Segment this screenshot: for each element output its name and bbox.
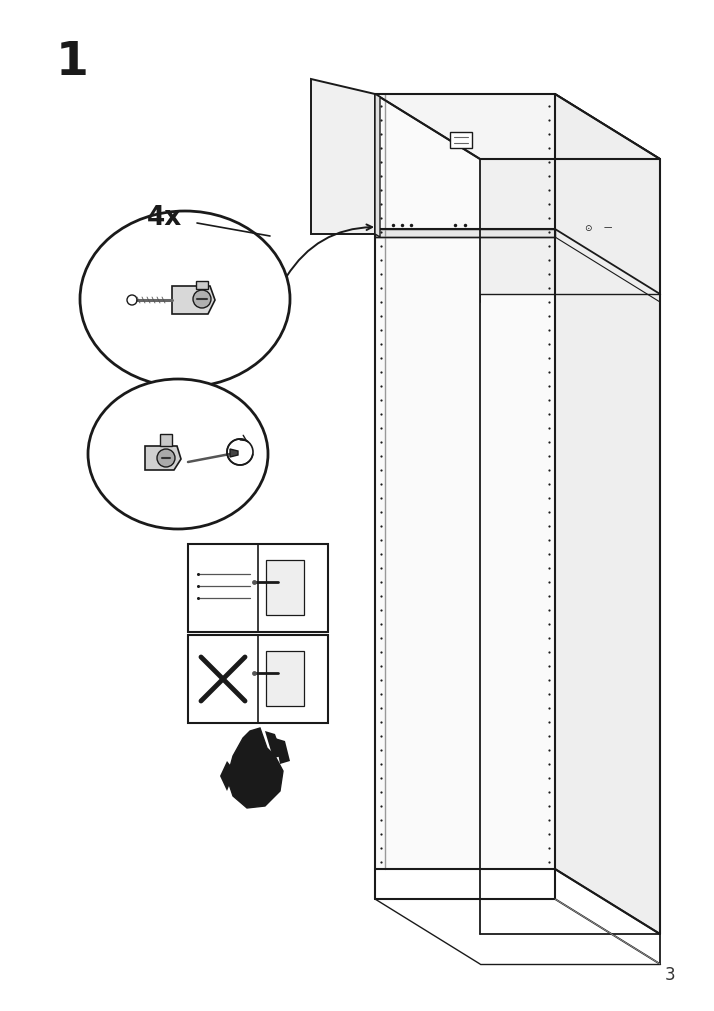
Text: 3: 3 — [665, 966, 675, 983]
Polygon shape — [311, 80, 375, 235]
Polygon shape — [480, 160, 660, 295]
Polygon shape — [160, 435, 172, 447]
Text: 4x: 4x — [147, 205, 182, 231]
Polygon shape — [266, 560, 304, 616]
Polygon shape — [220, 761, 235, 792]
Polygon shape — [375, 95, 380, 238]
Bar — [188, 635, 328, 723]
Polygon shape — [227, 728, 283, 808]
Polygon shape — [375, 95, 660, 160]
Ellipse shape — [88, 379, 268, 530]
Polygon shape — [230, 450, 238, 458]
Text: —: — — [604, 223, 612, 233]
Polygon shape — [555, 95, 660, 934]
Circle shape — [157, 450, 175, 467]
Polygon shape — [265, 731, 283, 758]
Circle shape — [193, 291, 211, 308]
Text: 1: 1 — [56, 39, 89, 84]
Polygon shape — [196, 282, 208, 290]
Polygon shape — [266, 651, 304, 707]
Polygon shape — [450, 132, 472, 149]
Polygon shape — [275, 738, 290, 764]
Text: ⊙: ⊙ — [584, 223, 592, 233]
Ellipse shape — [80, 211, 290, 387]
Bar — [188, 545, 328, 632]
Polygon shape — [375, 95, 555, 869]
Polygon shape — [145, 447, 181, 470]
Polygon shape — [375, 229, 555, 238]
Polygon shape — [172, 287, 215, 314]
